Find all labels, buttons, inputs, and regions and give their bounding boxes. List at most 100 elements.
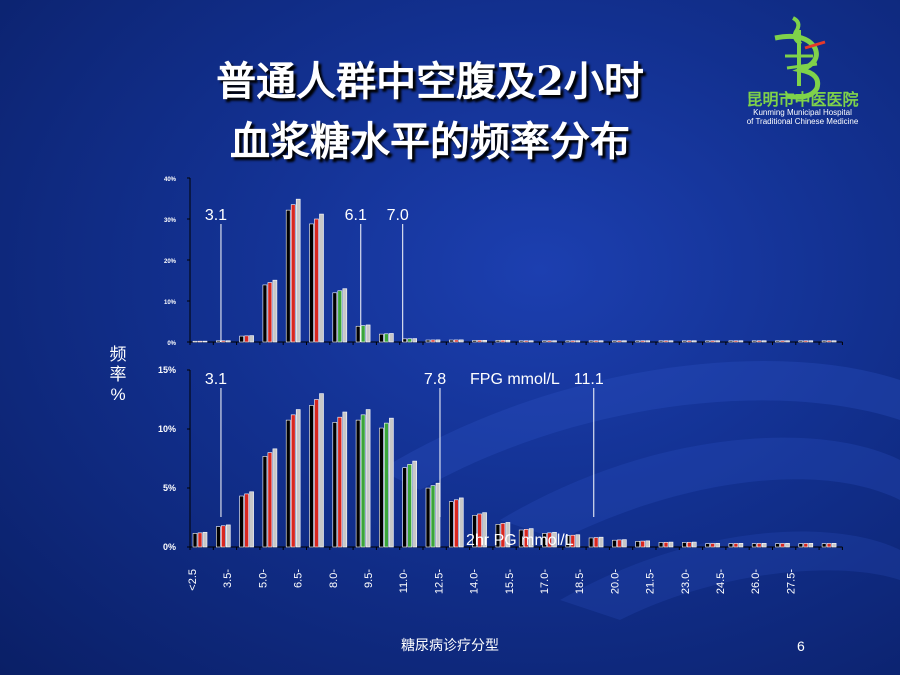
x-tick-label: 11.0- <box>398 569 410 594</box>
bar <box>342 288 348 343</box>
bar <box>775 543 780 548</box>
bar <box>751 340 757 343</box>
bar <box>472 514 477 548</box>
bar <box>738 543 744 548</box>
bar <box>528 340 534 343</box>
title-line-2: 血浆糖水平的频率分布 <box>230 118 630 165</box>
bar <box>751 543 757 548</box>
x-axis-label: FPG mmol/L <box>470 371 560 388</box>
x-tick-label: 5.0- <box>257 569 269 588</box>
bar <box>453 499 459 548</box>
bar <box>808 543 814 548</box>
hospital-logo-icon <box>774 16 826 100</box>
bar <box>761 543 767 548</box>
y-tick-label: 30% <box>164 218 177 224</box>
bar <box>612 539 617 548</box>
bar <box>588 340 594 343</box>
x-axis-label: 2hr PG mmol/L <box>466 532 574 549</box>
bar <box>658 340 664 343</box>
bar <box>262 284 268 343</box>
bar <box>547 532 552 548</box>
bar <box>780 543 785 548</box>
bar <box>412 338 418 343</box>
bar <box>523 528 529 548</box>
bar <box>458 339 464 343</box>
x-tick-label: 3.5- <box>222 569 234 588</box>
bar <box>239 335 244 343</box>
x-tick-label: 9.5- <box>363 569 375 588</box>
bar <box>710 543 715 548</box>
x-tick-label: 12.5- <box>433 569 445 594</box>
bar <box>435 482 441 548</box>
bar <box>715 543 720 548</box>
bar <box>192 533 198 548</box>
bar <box>500 523 506 548</box>
bar <box>552 340 557 343</box>
bar <box>686 340 692 343</box>
bar <box>202 531 208 548</box>
bar <box>570 534 576 548</box>
bar <box>593 537 599 548</box>
bar <box>775 340 780 343</box>
bar <box>681 340 687 343</box>
y-tick-label: 40% <box>164 177 177 183</box>
bar <box>262 456 268 548</box>
bar <box>495 524 501 548</box>
bar <box>622 539 627 548</box>
bar <box>407 464 413 548</box>
bar <box>226 340 231 343</box>
bar <box>658 542 664 548</box>
bar <box>686 541 692 548</box>
bar <box>407 338 413 343</box>
bar <box>798 340 804 343</box>
bar <box>295 198 301 343</box>
bar <box>826 543 832 548</box>
bar <box>482 339 487 343</box>
bar <box>691 541 697 548</box>
bar <box>705 340 710 343</box>
logo-name-cn: 昆明市中医医院 <box>746 90 859 109</box>
bar <box>542 340 547 343</box>
x-tick-label: 18.5- <box>574 569 586 594</box>
bar <box>821 543 827 548</box>
bar <box>239 495 244 548</box>
bar <box>552 531 557 548</box>
bar <box>575 340 581 343</box>
cutoff-label: 3.1 <box>205 207 227 224</box>
bar <box>785 340 790 343</box>
bar <box>221 340 226 343</box>
bar <box>617 340 622 343</box>
y-tick-label: 0% <box>163 542 176 552</box>
y-tick-label: 10% <box>158 424 176 434</box>
cutoff-label: 11.1 <box>574 371 604 388</box>
bar <box>290 414 296 548</box>
bar <box>500 340 506 343</box>
bar <box>575 534 581 548</box>
x-tick-label: 27.5- <box>785 569 797 594</box>
bar <box>826 340 832 343</box>
bar <box>780 340 785 343</box>
x-tick-label: <2.5 <box>187 569 199 591</box>
bar <box>715 340 720 343</box>
bar <box>249 491 254 548</box>
bar <box>663 340 669 343</box>
bar <box>267 282 273 343</box>
bar <box>495 340 501 343</box>
bar <box>197 532 203 548</box>
bar <box>402 467 408 548</box>
bar <box>505 339 511 343</box>
bar <box>523 340 529 343</box>
bar <box>681 542 687 548</box>
bar <box>733 340 739 343</box>
slide-footer: 糖尿病诊疗分型 <box>401 637 499 653</box>
bar <box>831 543 837 548</box>
bar <box>733 543 739 548</box>
bar <box>668 541 674 548</box>
x-tick-label: 8.0- <box>328 569 340 588</box>
bar <box>379 333 384 343</box>
y-tick-label: 20% <box>164 259 177 265</box>
bar <box>472 340 477 343</box>
bar <box>355 419 361 548</box>
bar <box>216 526 221 548</box>
bar <box>635 541 641 548</box>
